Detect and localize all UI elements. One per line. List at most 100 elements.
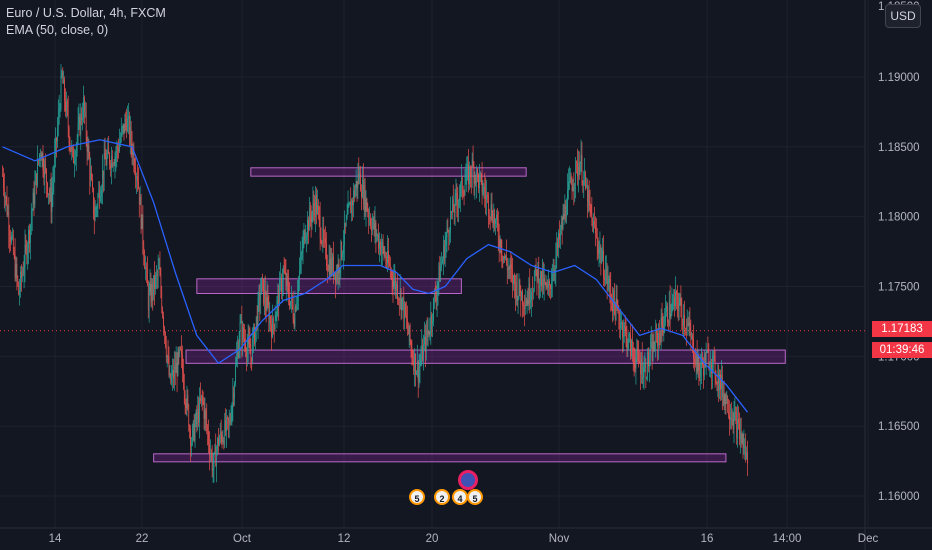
candle-body bbox=[517, 295, 519, 302]
x-tick-label: 14 bbox=[49, 533, 62, 545]
candle-body bbox=[524, 306, 525, 310]
candle-body bbox=[596, 233, 597, 235]
candle-body bbox=[482, 191, 484, 193]
candle-body bbox=[80, 113, 82, 134]
candle-body bbox=[313, 202, 315, 208]
candle-body bbox=[642, 377, 644, 380]
candle-body bbox=[379, 241, 380, 249]
candle-body bbox=[66, 101, 68, 111]
candle-body bbox=[192, 421, 194, 428]
candle-body bbox=[101, 189, 102, 197]
news-event-icon[interactable] bbox=[458, 470, 478, 490]
x-tick-label: 16 bbox=[701, 533, 714, 545]
candle-body bbox=[539, 284, 540, 289]
candle-body bbox=[128, 116, 129, 119]
economic-event-icon[interactable]: 4 bbox=[452, 489, 468, 505]
candle-body bbox=[485, 193, 486, 200]
x-tick-label: 22 bbox=[136, 533, 149, 545]
economic-event-icon[interactable]: 2 bbox=[434, 489, 450, 505]
candle-body bbox=[300, 254, 302, 258]
candle-body bbox=[8, 212, 10, 233]
candle-body bbox=[552, 272, 554, 281]
candle-body bbox=[202, 396, 204, 403]
candle-body bbox=[432, 321, 433, 324]
candle-body bbox=[418, 367, 420, 382]
economic-event-icon[interactable]: 5 bbox=[409, 489, 425, 505]
candle-body bbox=[131, 144, 133, 156]
candle-body bbox=[284, 271, 286, 273]
candle-body bbox=[74, 160, 75, 164]
candle-body bbox=[164, 327, 165, 333]
candle-body bbox=[713, 353, 715, 357]
candle-body bbox=[205, 410, 207, 417]
currency-button[interactable]: USD bbox=[885, 4, 921, 28]
candle-body bbox=[358, 173, 360, 179]
candle-body bbox=[504, 256, 505, 259]
candle-body bbox=[609, 278, 611, 288]
candle-body bbox=[171, 376, 172, 383]
candle-body bbox=[678, 304, 680, 312]
candle-body bbox=[49, 187, 51, 195]
candle-body bbox=[322, 227, 324, 243]
candle-body bbox=[590, 204, 592, 214]
candle-body bbox=[565, 205, 567, 217]
candle-body bbox=[195, 412, 197, 425]
candle-body bbox=[359, 173, 361, 179]
candle-body bbox=[357, 173, 359, 188]
candle-body bbox=[518, 279, 520, 296]
candle-body bbox=[143, 244, 145, 258]
candle-body bbox=[664, 323, 666, 327]
candle-body bbox=[242, 327, 244, 344]
candle-body bbox=[546, 284, 548, 288]
candle-body bbox=[694, 363, 696, 366]
candle-body bbox=[217, 438, 218, 451]
candle-body bbox=[351, 200, 352, 214]
candle-body bbox=[677, 302, 679, 312]
candle-body bbox=[186, 395, 188, 408]
candle-body bbox=[241, 321, 243, 344]
candle-body bbox=[208, 431, 209, 445]
candle-body bbox=[370, 218, 371, 226]
symbol-title[interactable]: Euro / U.S. Dollar, 4h, FXCM bbox=[6, 6, 166, 20]
x-tick-label: 14:00 bbox=[773, 533, 802, 545]
candle-body bbox=[335, 271, 336, 282]
candle-body bbox=[525, 304, 527, 307]
candle-body bbox=[394, 276, 396, 281]
candle-body bbox=[680, 298, 682, 307]
candle-body bbox=[647, 352, 648, 378]
candle-body bbox=[57, 127, 58, 142]
candle-body bbox=[508, 267, 510, 270]
candle-body bbox=[204, 410, 206, 419]
candle-body bbox=[449, 233, 450, 237]
candle-body bbox=[58, 109, 60, 113]
candle-body bbox=[190, 428, 191, 446]
candle-body bbox=[686, 324, 688, 331]
candle-body bbox=[706, 351, 708, 354]
candle-body bbox=[360, 173, 361, 192]
economic-event-icon[interactable]: 5 bbox=[467, 489, 483, 505]
candle-body bbox=[27, 248, 29, 259]
candle-body bbox=[456, 193, 458, 202]
candle-body bbox=[179, 348, 181, 354]
candle-body bbox=[625, 328, 627, 332]
candle-body bbox=[165, 345, 167, 358]
candle-body bbox=[580, 155, 582, 164]
candle-body bbox=[448, 231, 450, 237]
candle-body bbox=[375, 222, 377, 237]
candle-body bbox=[719, 374, 720, 391]
candle-body bbox=[412, 357, 414, 362]
candle-body bbox=[537, 266, 539, 281]
candle-body bbox=[308, 219, 309, 231]
candle-body bbox=[438, 266, 440, 283]
candle-body bbox=[435, 298, 437, 301]
candle-body bbox=[65, 100, 66, 112]
candle-body bbox=[492, 219, 494, 227]
candle-body bbox=[142, 214, 144, 245]
candle-body bbox=[554, 270, 556, 273]
candle-body bbox=[424, 336, 425, 345]
candle-body bbox=[626, 331, 628, 349]
ema-indicator-label[interactable]: EMA (50, close, 0) bbox=[6, 23, 109, 37]
candle-body bbox=[273, 318, 274, 325]
candle-body bbox=[233, 393, 235, 398]
